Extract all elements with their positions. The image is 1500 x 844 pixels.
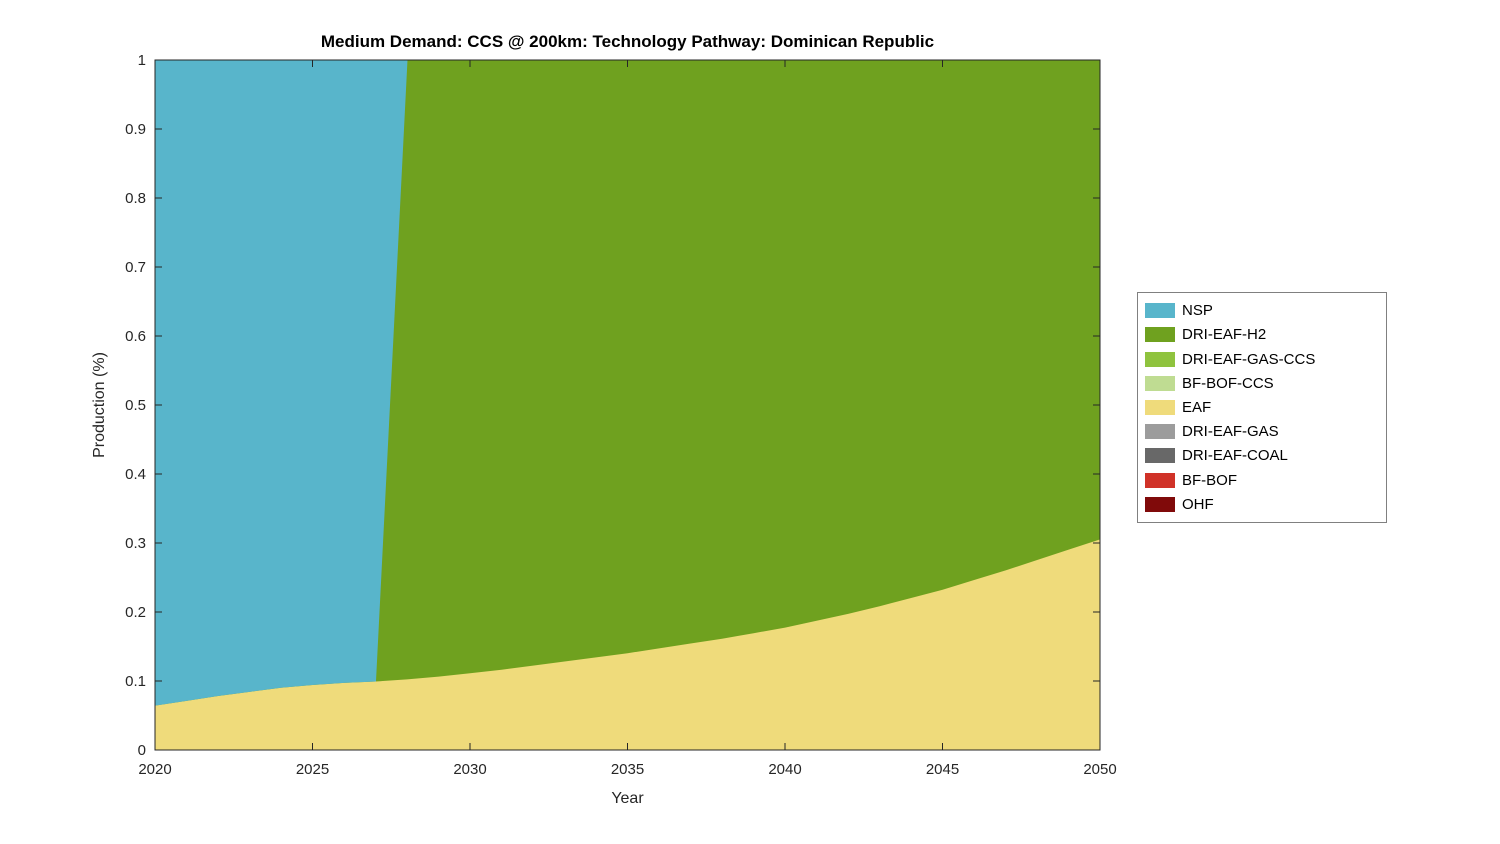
legend-swatch <box>1145 327 1175 343</box>
legend-item-EAF: EAF <box>1138 399 1386 416</box>
legend-swatch <box>1145 472 1175 488</box>
y-tick-label: 0.2 <box>125 604 146 621</box>
y-tick-label: 0.9 <box>125 121 146 138</box>
x-tick-label: 2050 <box>1083 761 1116 778</box>
chart-title: Medium Demand: CCS @ 200km: Technology P… <box>320 32 935 51</box>
y-tick-label: 0.6 <box>125 328 146 345</box>
x-axis-label: Year <box>611 790 644 807</box>
legend-label: DRI-EAF-GAS <box>1182 423 1279 441</box>
y-tick-label: 0.7 <box>125 259 146 276</box>
legend-item-DRI-EAF-H2: DRI-EAF-H2 <box>1138 326 1386 343</box>
legend-item-BF-BOF-CCS: BF-BOF-CCS <box>1138 375 1386 392</box>
legend-swatch <box>1145 399 1175 415</box>
legend-item-DRI-EAF-GAS: DRI-EAF-GAS <box>1138 423 1386 440</box>
legend-swatch <box>1145 351 1175 367</box>
legend-swatch <box>1145 496 1175 512</box>
y-tick-label: 0.4 <box>125 466 146 483</box>
legend-label: BF-BOF-CCS <box>1182 374 1274 392</box>
y-tick-label: 1 <box>138 52 146 69</box>
legend-item-OHF: OHF <box>1138 496 1386 513</box>
legend-item-DRI-EAF-COAL: DRI-EAF-COAL <box>1138 447 1386 464</box>
y-tick-label: 0.5 <box>125 397 146 414</box>
x-tick-label: 2045 <box>926 761 959 778</box>
legend-item-NSP: NSP <box>1138 302 1386 319</box>
legend-item-DRI-EAF-GAS-CCS: DRI-EAF-GAS-CCS <box>1138 351 1386 368</box>
legend-label: DRI-EAF-COAL <box>1182 447 1288 465</box>
legend-label: OHF <box>1182 495 1214 513</box>
legend-label: NSP <box>1182 302 1213 320</box>
y-tick-label: 0.1 <box>125 673 146 690</box>
y-tick-label: 0.3 <box>125 535 146 552</box>
x-tick-label: 2040 <box>768 761 801 778</box>
y-tick-label: 0 <box>138 742 146 759</box>
legend-swatch <box>1145 424 1175 440</box>
legend-swatch <box>1145 303 1175 319</box>
legend-item-BF-BOF: BF-BOF <box>1138 472 1386 489</box>
legend-swatch <box>1145 375 1175 391</box>
legend-label: BF-BOF <box>1182 471 1237 489</box>
x-tick-label: 2035 <box>611 761 644 778</box>
y-tick-label: 0.8 <box>125 190 146 207</box>
legend-swatch <box>1145 448 1175 464</box>
x-tick-label: 2020 <box>138 761 171 778</box>
x-tick-label: 2025 <box>296 761 329 778</box>
legend: NSP DRI-EAF-H2 DRI-EAF-GAS-CCS BF-BOF-CCS EA… <box>1137 292 1387 523</box>
y-axis-label: Production (%) <box>91 352 108 458</box>
legend-label: DRI-EAF-H2 <box>1182 326 1267 344</box>
legend-label: DRI-EAF-GAS-CCS <box>1182 350 1316 368</box>
x-tick-label: 2030 <box>453 761 486 778</box>
legend-label: EAF <box>1182 398 1212 416</box>
